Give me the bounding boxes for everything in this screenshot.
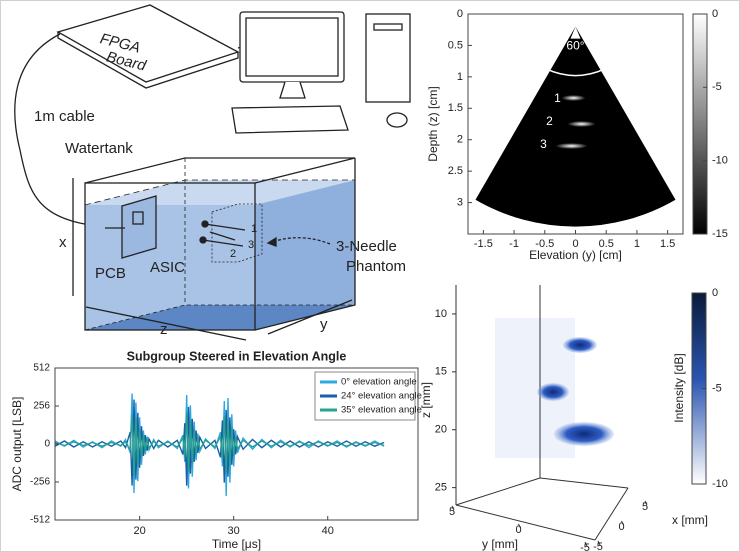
y-tick-label: 512 bbox=[33, 363, 50, 374]
y-tick-label: -256 bbox=[30, 477, 50, 488]
needle-label: 2 bbox=[230, 248, 236, 260]
y-tick-label: 3 bbox=[457, 196, 463, 208]
monitor-stand bbox=[280, 82, 305, 98]
x-tick-label: -1.5 bbox=[474, 238, 493, 250]
y-tick-label: 5 bbox=[449, 506, 455, 518]
y-tick-label: 2 bbox=[457, 134, 463, 146]
y-tick-label: 0 bbox=[457, 8, 463, 20]
z-tick-label: 20 bbox=[435, 424, 447, 436]
colorbar-label: Intensity [dB] bbox=[672, 353, 686, 422]
x-tick-label: 40 bbox=[322, 525, 334, 537]
y-tick-label: 256 bbox=[33, 401, 50, 412]
asic-label: ASIC bbox=[150, 259, 185, 276]
z-tick-label: 25 bbox=[435, 482, 447, 494]
y-axis-label: ADC output [LSB] bbox=[10, 397, 24, 492]
colorbar-tick-label: -10 bbox=[712, 155, 728, 167]
angle-label: 60° bbox=[566, 39, 584, 53]
target-echo bbox=[568, 121, 596, 127]
volume-blob bbox=[554, 422, 614, 446]
colorbar-tick-label: -5 bbox=[712, 382, 722, 394]
phantom-label: Phantom bbox=[346, 258, 406, 275]
axis-label: y bbox=[320, 316, 328, 333]
volume-blob bbox=[563, 337, 597, 353]
colorbar-tick-label: -10 bbox=[712, 478, 728, 490]
y-axis-label: y [mm] bbox=[482, 537, 518, 551]
target-label: 3 bbox=[540, 137, 547, 151]
y-axis-label: Depth (z) [cm] bbox=[426, 86, 440, 161]
x-tick-label: -1 bbox=[509, 238, 519, 250]
computer-tower bbox=[366, 14, 410, 102]
keyboard bbox=[232, 106, 348, 133]
monitor bbox=[240, 12, 344, 82]
y-tick-label: 0 bbox=[44, 439, 50, 450]
target-label: 2 bbox=[546, 114, 553, 128]
tank-label: Watertank bbox=[65, 140, 133, 157]
colorbar-tick-label: 0 bbox=[712, 8, 718, 20]
colorbar bbox=[693, 14, 707, 234]
y-tick-label: 1.5 bbox=[448, 102, 463, 114]
cable-label: 1m cable bbox=[34, 108, 95, 125]
figure: FPGA Board 1m cable Watertank PCB ASIC 1… bbox=[0, 0, 740, 552]
x-tick-label: -5 bbox=[593, 541, 603, 552]
legend-label: 0° elevation angle bbox=[341, 377, 417, 388]
x-tick-label: 1.5 bbox=[660, 238, 675, 250]
colorbar-tick-label: -5 bbox=[712, 81, 722, 93]
pcb-label: PCB bbox=[95, 265, 126, 282]
x-tick-label: 1 bbox=[634, 238, 640, 250]
y-tick-label: -5 bbox=[580, 542, 590, 552]
y-tick-label: -512 bbox=[30, 515, 50, 526]
colorbar-tick-label: 0 bbox=[712, 287, 718, 299]
needle-tip bbox=[200, 237, 206, 243]
y-tick-label: 0.5 bbox=[448, 39, 463, 51]
needle-label: 3 bbox=[248, 239, 254, 251]
volume-blob bbox=[537, 383, 569, 401]
z-tick-label: 15 bbox=[435, 366, 447, 378]
x-tick-label: 5 bbox=[642, 501, 648, 513]
x-axis-label: x [mm] bbox=[672, 513, 708, 527]
y-tick-label: 1 bbox=[457, 71, 463, 83]
target-echo bbox=[556, 143, 588, 149]
x-axis-label: Time [μs] bbox=[212, 537, 261, 551]
pcb bbox=[122, 196, 156, 258]
x-axis-label: Elevation (y) [cm] bbox=[529, 248, 622, 262]
z-tick-label: 10 bbox=[435, 308, 447, 320]
x-tick-label: 20 bbox=[134, 525, 146, 537]
legend-label: 24° elevation angle bbox=[341, 391, 422, 402]
x-tick-label: 0 bbox=[618, 521, 624, 533]
needle-tip bbox=[202, 221, 208, 227]
target-echo bbox=[562, 95, 586, 101]
x-tick-label: 30 bbox=[228, 525, 240, 537]
z-axis-label: z [mm] bbox=[419, 382, 433, 418]
colorbar-tick-label: -15 bbox=[712, 228, 728, 240]
chart-title: Subgroup Steered in Elevation Angle bbox=[127, 349, 347, 363]
target-label: 1 bbox=[554, 91, 561, 105]
y-tick-label: 0 bbox=[515, 524, 521, 536]
needle-label: 1 bbox=[251, 223, 257, 235]
axis-label: x bbox=[59, 234, 67, 251]
y-tick-label: 2.5 bbox=[448, 165, 463, 177]
phantom-label: 3-Needle bbox=[336, 238, 397, 255]
legend-label: 35° elevation angle bbox=[341, 405, 422, 416]
mouse bbox=[387, 113, 407, 127]
axis-label: z bbox=[160, 321, 168, 338]
